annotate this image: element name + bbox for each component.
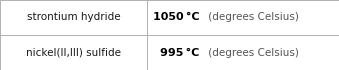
Text: (degrees Celsius): (degrees Celsius)	[205, 13, 299, 22]
Text: 1050 °C: 1050 °C	[153, 13, 199, 22]
Text: 995 °C: 995 °C	[160, 48, 199, 57]
Text: (degrees Celsius): (degrees Celsius)	[205, 48, 299, 57]
Text: strontium hydride: strontium hydride	[27, 13, 121, 22]
Text: nickel(II,III) sulfide: nickel(II,III) sulfide	[26, 48, 121, 57]
